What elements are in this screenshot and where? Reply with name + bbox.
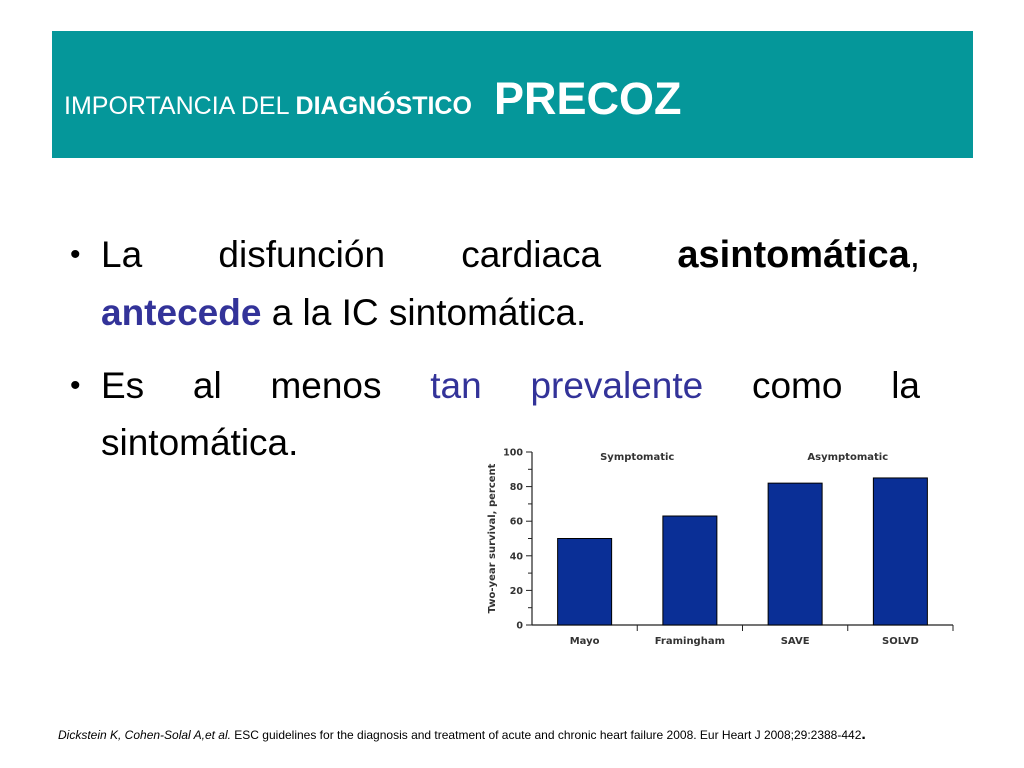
bullet-1-emphasis: asintomática [677, 234, 910, 276]
bar-solvd [872, 477, 928, 626]
title-part-1: IMPORTANCIA DEL [64, 92, 296, 120]
reference-end: . [861, 726, 866, 743]
title-bar: IMPORTANCIA DEL DIAGNÓSTICO PRECOZ [52, 31, 973, 158]
bar-framingham [662, 515, 718, 626]
bullet-2-text-a: Es al menos [101, 365, 431, 406]
title-part-3: PRECOZ [493, 73, 682, 124]
bullet-2-line-1: Es al menos tan prevalente como la [101, 357, 920, 414]
y-tick-label: 60 [510, 517, 524, 528]
y-tick-label: 40 [510, 551, 524, 562]
x-tick-label: Mayo [570, 636, 600, 647]
y-tick-label: 80 [510, 482, 524, 493]
group-label: Symptomatic [600, 452, 674, 463]
bullet-item-1: • La disfunción cardiaca asintomática, a… [70, 226, 920, 341]
bullet-dot-icon: • [70, 369, 81, 402]
reference-citation: Dickstein K, Cohen-Solal A,et al. ESC gu… [58, 726, 866, 744]
bullet-dot-icon: • [70, 238, 81, 271]
y-tick-label: 20 [510, 586, 524, 597]
bullet-list: • La disfunción cardiaca asintomática, a… [70, 226, 920, 487]
bullet-1-line-2: antecede a la IC sintomática. [101, 284, 920, 341]
x-tick-label: SAVE [781, 636, 810, 647]
bullet-1-highlight: antecede [101, 292, 262, 333]
bullet-1-text-b: a la IC sintomática. [261, 292, 587, 333]
chart-svg: 0 20 40 60 80 100 Two-year survival, percent Ma… [487, 448, 954, 647]
survival-bar-chart: 0 20 40 60 80 100 Two-year survival, percent Ma… [475, 440, 965, 660]
y-tick-label: 0 [516, 621, 523, 632]
bullet-1-comma: , [909, 234, 920, 275]
bullet-2-text-d: sintomática. [101, 422, 299, 463]
reference-authors: Dickstein K, Cohen-Solal A,et al. [58, 728, 231, 742]
y-tick-label: 100 [503, 448, 523, 459]
x-tick-label: Framingham [655, 636, 725, 647]
group-label: Asymptomatic [807, 452, 888, 463]
bullet-2-line-2: sintomática. [101, 414, 920, 471]
title-part-2: DIAGNÓSTICO [295, 92, 472, 120]
bullet-2-highlight: tan prevalente [430, 365, 704, 406]
bullet-1-text-a: La disfunción cardiaca [101, 234, 678, 275]
bar-save [767, 482, 823, 626]
reference-text: ESC guidelines for the diagnosis and tre… [230, 728, 862, 742]
bullet-1-line-1: La disfunción cardiaca asintomática, [101, 226, 920, 284]
y-axis-label: Two-year survival, percent [487, 463, 498, 613]
bullet-2-text-c: como la [703, 365, 920, 406]
slide-title: IMPORTANCIA DEL DIAGNÓSTICO PRECOZ [64, 73, 681, 125]
bar-mayo [557, 538, 613, 626]
bullet-item-2: • Es al menos tan prevalente como la sin… [70, 357, 920, 471]
x-tick-label: SOLVD [882, 636, 919, 647]
